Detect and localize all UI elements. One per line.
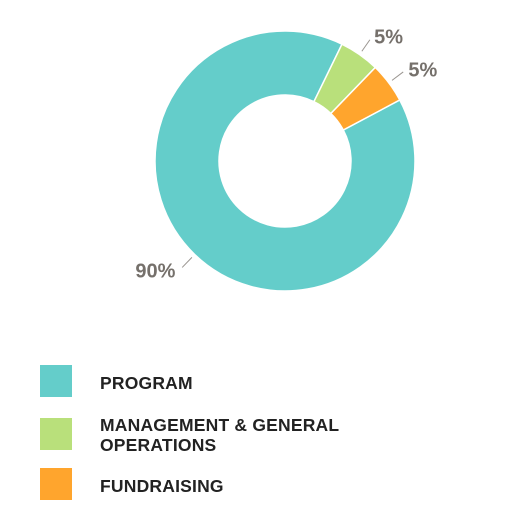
legend-swatch-fundraising xyxy=(40,468,72,500)
legend-label-management: MANAGEMENT & GENERAL OPERATIONS xyxy=(100,415,339,455)
donut-chart: 90% 5%5% xyxy=(135,26,438,292)
label-management-pct: 5% xyxy=(374,26,403,48)
legend-swatch-management xyxy=(40,418,72,450)
legend-label-fundraising: FUNDRAISING xyxy=(100,476,224,496)
slice-program xyxy=(154,30,416,292)
label-program-pct: 90% xyxy=(135,260,175,282)
leader-fundraising xyxy=(391,71,404,81)
label-fundraising-pct: 5% xyxy=(408,60,437,82)
leader-program xyxy=(181,257,193,268)
slice-fundraising xyxy=(329,66,401,132)
legend-swatch-program xyxy=(40,365,72,397)
leader-management xyxy=(361,39,371,52)
legend-label-program: PROGRAM xyxy=(100,373,193,393)
